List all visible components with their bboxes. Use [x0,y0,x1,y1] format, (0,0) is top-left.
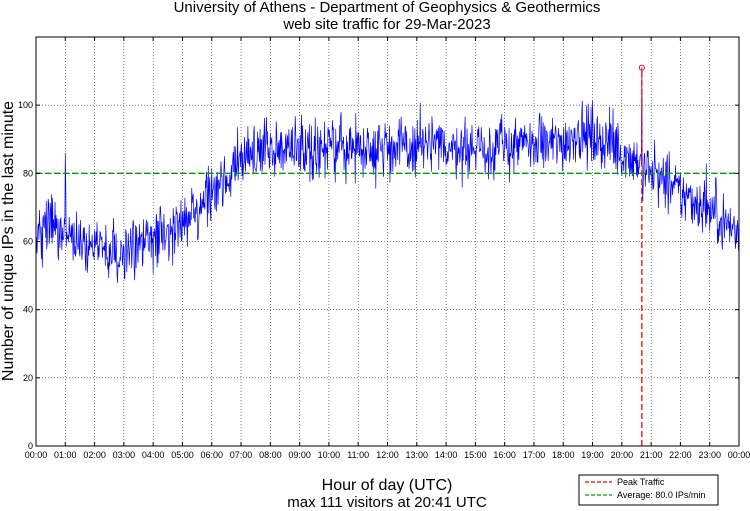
peak-marker [638,64,645,71]
x-tick-label: 07:00 [230,450,253,460]
legend-label-average: Average: 80.0 IPs/min [617,490,705,500]
x-tick-label: 01:00 [54,450,77,460]
y-tick-label: 20 [23,373,33,383]
y-axis-title: Number of unique IPs in the last minute [0,101,17,381]
x-tick-label: 14:00 [435,450,458,460]
x-tick-label: 15:00 [464,450,487,460]
x-tick-label: 17:00 [523,450,546,460]
x-axis-title: Hour of day (UTC) [322,477,453,494]
legend-box [578,474,719,506]
x-tick-label: 19:00 [581,450,604,460]
x-tick-label: 16:00 [493,450,516,460]
x-tick-label: 02:00 [83,450,106,460]
x-tick-label: 04:00 [142,450,165,460]
x-tick-label: 18:00 [552,450,575,460]
x-tick-label: 20:00 [611,450,634,460]
legend: Peak Traffic Average: 80.0 IPs/min [578,474,719,506]
x-tick-label: 00:00 [728,450,750,460]
overlay-layer [36,64,739,446]
tick-layer: 00:00 01:00 02:00 03:00 04:00 05:00 06:00 07:00… [18,37,750,460]
legend-label-peak: Peak Traffic [617,477,665,487]
x-tick-label: 22:00 [669,450,692,460]
x-tick-label: 23:00 [698,450,721,460]
y-tick-label: 60 [23,237,33,247]
x-tick-label: 11:00 [347,450,369,460]
x-tick-label: 08:00 [259,450,282,460]
x-tick-label: 00:00 [25,450,48,460]
x-tick-label: 06:00 [200,450,223,460]
chart-subtitle: web site traffic for 29-Mar-2023 [282,16,490,33]
x-tick-label: 09:00 [288,450,311,460]
y-tick-label: 100 [18,100,33,110]
x-tick-label: 03:00 [113,450,136,460]
y-tick-label: 80 [23,168,33,178]
y-tick-label: 40 [23,305,33,315]
series-line-unique-ips [35,67,740,283]
x-tick-label: 12:00 [376,450,399,460]
chart-title: University of Athens - Department of Geo… [174,0,601,16]
x-tick-label: 21:00 [640,450,663,460]
footer-note: max 111 visitors at 20:41 UTC [287,494,487,511]
x-tick-label: 13:00 [406,450,429,460]
x-tick-label: 10:00 [318,450,341,460]
x-tick-label: 05:00 [171,450,194,460]
series-layer [35,67,740,283]
y-tick-label: 0 [28,441,33,451]
